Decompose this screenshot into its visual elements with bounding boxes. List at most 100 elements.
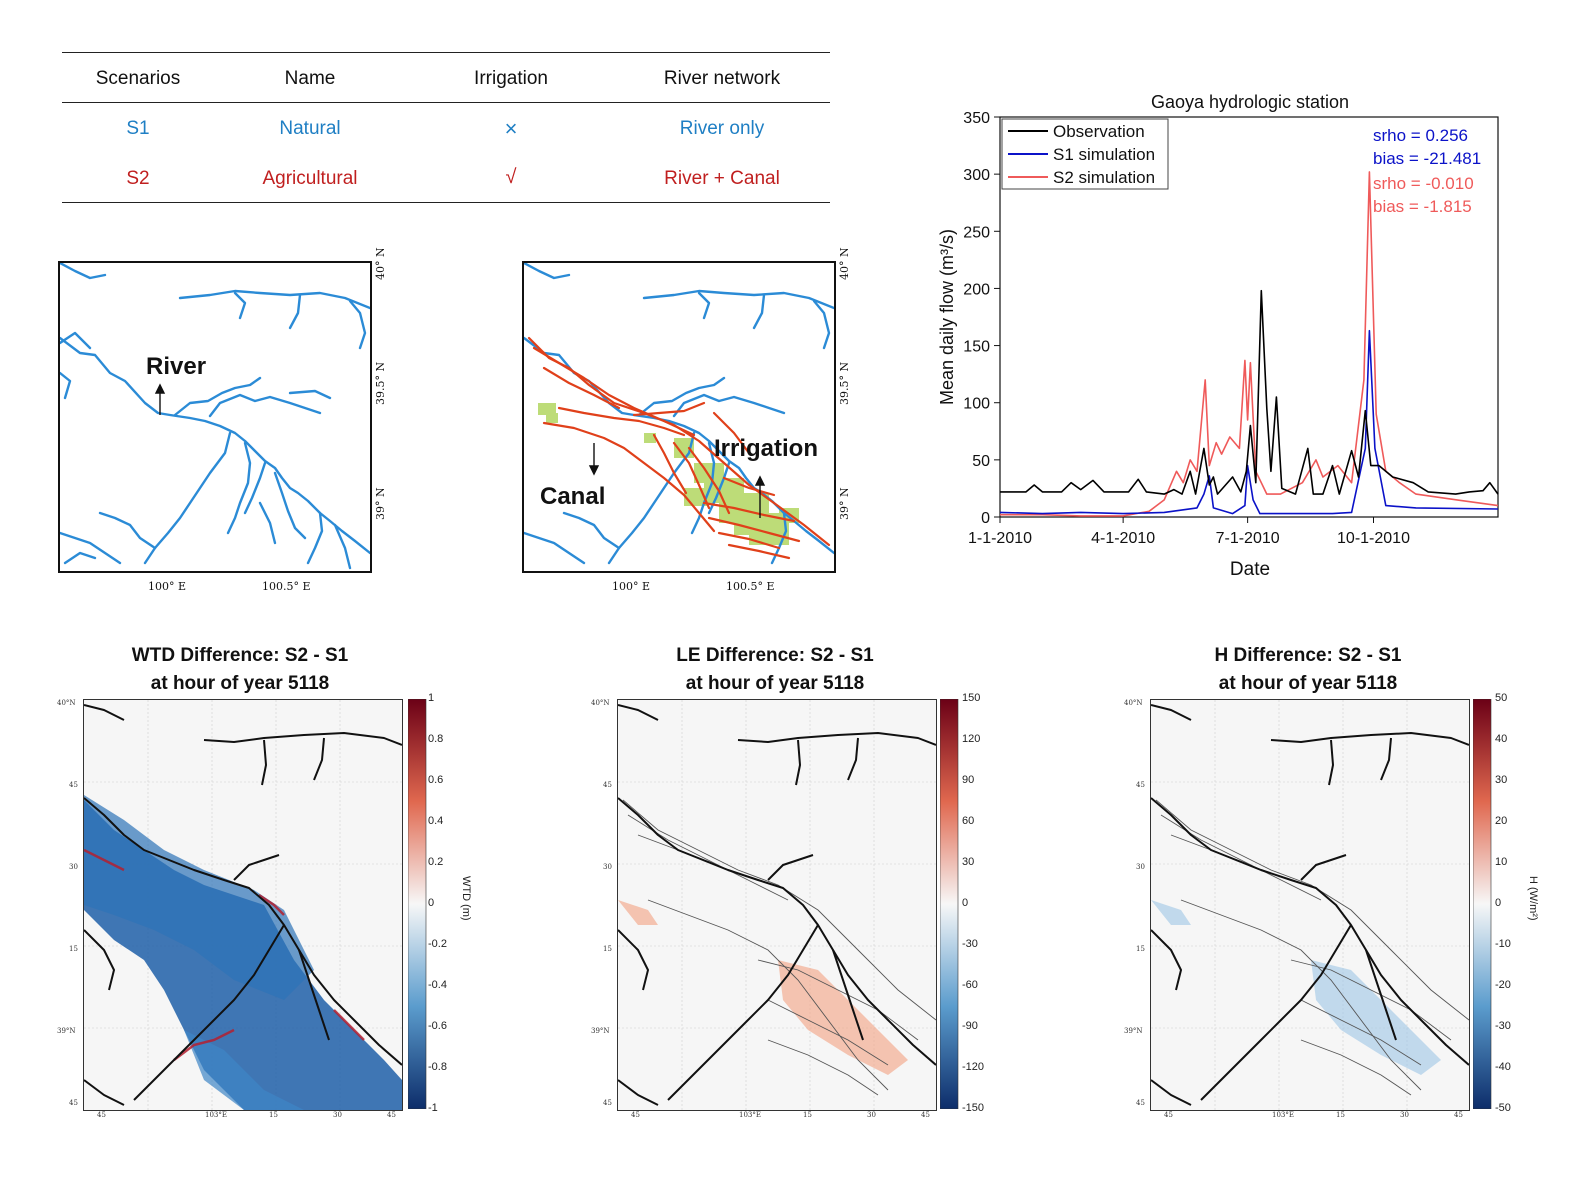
diff-lon-tick: 30: [333, 1111, 342, 1119]
h-river: [1151, 704, 1469, 1106]
colorbar-tick-label: 40: [1495, 733, 1508, 745]
colorbar-tick-label: -120: [962, 1061, 985, 1073]
diff-lon-tick: 45: [1164, 1111, 1173, 1119]
y-tick-label: 100: [963, 396, 990, 413]
row-s2-name: Agricultural: [262, 168, 358, 189]
x-ticks: 1-1-2010 4-1-2010 7-1-2010 10-1-2010: [968, 517, 1410, 547]
y-tick-label: 50: [972, 453, 990, 470]
le-map: [617, 699, 937, 1111]
colorbar-tick-label: -90: [962, 1020, 978, 1032]
diff-lat-tick: 15: [1136, 945, 1145, 953]
wtd-title-line2: at hour of year 5118: [150, 673, 330, 694]
colorbar-tick-label: -0.4: [428, 979, 447, 991]
diff-lat-tick: 39°N: [57, 1027, 76, 1035]
h-canals: [1155, 799, 1469, 1096]
wtd-title-line1: WTD Difference: S2 - S1: [131, 645, 349, 666]
series-lines: [999, 171, 1499, 517]
colorbar-tick-label: -1: [428, 1102, 438, 1114]
wtd-colorbar: [408, 699, 427, 1109]
wtd-colorbar-unit: WTD (m): [460, 876, 472, 921]
header-name: Name: [284, 68, 336, 89]
le-title-line2: at hour of year 5118: [685, 673, 865, 694]
map-s2-river-canal: Canal Irrigation: [522, 261, 836, 573]
colorbar-tick-label: -60: [962, 979, 978, 991]
diff-lat-tick: 40°N: [57, 699, 76, 707]
map-s1-lon-100-5: 100.5° E: [262, 580, 311, 593]
diff-lat-tick: 45: [1136, 1099, 1145, 1107]
canal-network: [527, 336, 831, 560]
diff-lat-tick: 15: [603, 945, 612, 953]
diff-lon-tick: 103°E: [1272, 1111, 1294, 1119]
diff-lat-tick: 39°N: [591, 1027, 610, 1035]
legend-observation: Observation: [1053, 122, 1145, 141]
colorbar-tick-label: 0.6: [428, 774, 444, 786]
diff-lat-tick: 45: [603, 1099, 612, 1107]
colorbar-tick-label: -0.2: [428, 938, 447, 950]
wtd-rise-streaks: [84, 848, 365, 1061]
diff-lon-tick: 15: [803, 1111, 812, 1119]
diff-lon-tick: 30: [867, 1111, 876, 1119]
header-irrigation: Irrigation: [474, 68, 548, 89]
colorbar-tick-label: -40: [1495, 1061, 1511, 1073]
y-tick-label: 300: [963, 167, 990, 184]
diff-lat-tick: 30: [1136, 863, 1145, 871]
map-s2-lon-100-5: 100.5° E: [726, 580, 775, 593]
y-tick-label: 350: [963, 110, 990, 127]
series-line-observation: [1000, 289, 1499, 495]
x-tick-label: 7-1-2010: [1216, 530, 1280, 547]
map-s2-lat-40: 40° N: [838, 247, 851, 280]
diff-lat-tick: 45: [69, 1099, 78, 1107]
diff-lon-tick: 103°E: [739, 1111, 761, 1119]
h-title-line1: H Difference: S2 - S1: [1214, 645, 1402, 666]
legend-s2: S2 simulation: [1053, 168, 1155, 187]
diff-lat-tick: 30: [69, 863, 78, 871]
diff-lon-tick: 45: [97, 1111, 106, 1119]
annot-s2-bias: bias = -1.815: [1373, 197, 1472, 216]
le-colorbar: [940, 699, 959, 1109]
x-tick-label: 10-1-2010: [1337, 530, 1410, 547]
diff-lat-tick: 45: [603, 781, 612, 789]
header-river-network: River network: [663, 68, 781, 89]
diff-lon-tick: 30: [1400, 1111, 1409, 1119]
colorbar-tick-label: 0: [962, 897, 969, 909]
legend: Observation S1 simulation S2 simulation: [1001, 118, 1169, 190]
label-canal: Canal: [540, 483, 606, 510]
row-s2-scenario: S2: [126, 168, 150, 189]
h-title: H Difference: S2 - S1 at hour of year 51…: [1128, 642, 1488, 698]
annot-s1-bias: bias = -21.481: [1373, 149, 1481, 168]
diff-lon-tick: 103°E: [205, 1111, 227, 1119]
label-river: River: [146, 353, 207, 380]
map-s1-lon-100: 100° E: [148, 580, 187, 593]
h-colorbar-unit: H (W/m²): [1527, 876, 1539, 921]
colorbar-tick-label: 10: [1495, 856, 1508, 868]
diff-lat-tick: 39°N: [1124, 1027, 1143, 1035]
le-map-svg: [618, 700, 936, 1110]
wtd-map: [83, 699, 403, 1111]
le-title: LE Difference: S2 - S1 at hour of year 5…: [595, 642, 955, 698]
plot-area: 0 50 100 150 200 250 300 350 1-1-2010 4-1-2010 7-…: [963, 110, 1499, 547]
x-tick-label: 4-1-2010: [1091, 530, 1155, 547]
y-tick-label: 200: [963, 281, 990, 298]
h-map-svg: [1151, 700, 1469, 1110]
diff-lon-tick: 15: [1336, 1111, 1345, 1119]
wtd-river: [84, 704, 402, 1106]
le-increase-area: [618, 900, 908, 1075]
map-s1-lat-40: 40° N: [374, 247, 387, 280]
map-s1-lat-39-5: 39.5° N: [374, 361, 387, 405]
river-network: [58, 261, 372, 570]
map-s1-svg: [58, 261, 372, 570]
colorbar-tick-label: -10: [1495, 938, 1511, 950]
map-s2-lat-39: 39° N: [838, 487, 851, 520]
y-tick-label: 250: [963, 224, 990, 241]
diff-lat-tick: 30: [603, 863, 612, 871]
series-line-s2-simulation: [1000, 171, 1499, 517]
row-s1-network: River only: [679, 118, 765, 139]
colorbar-tick-label: 0.2: [428, 856, 444, 868]
colorbar-tick-label: 90: [962, 774, 975, 786]
flow-chart: Gaoya hydrologic station 0 50 100 150 200 250…: [937, 92, 1499, 580]
map-s2-svg: [522, 261, 836, 565]
h-map: [1150, 699, 1470, 1111]
map-arrows: [588, 443, 766, 518]
colorbar-tick-label: 120: [962, 733, 981, 745]
river-arrow: [154, 383, 166, 415]
